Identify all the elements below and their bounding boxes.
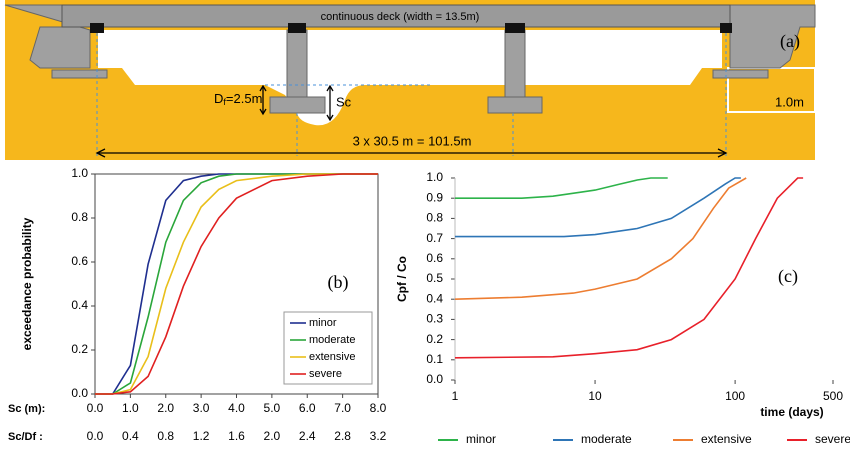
legend-label: severe bbox=[309, 368, 342, 380]
y-tick-label: 0.6 bbox=[71, 254, 88, 268]
x-tick-label: 500 bbox=[823, 389, 843, 403]
legend-label: minor bbox=[309, 317, 337, 329]
y-tick-label: 0.4 bbox=[71, 298, 88, 312]
x2-tick-label: 2.0 bbox=[264, 429, 281, 443]
series-line bbox=[455, 177, 668, 199]
x2-tick-label: 0.8 bbox=[157, 429, 174, 443]
y-tick-label: 0.8 bbox=[426, 211, 443, 225]
legend-label: moderate bbox=[309, 334, 355, 346]
legend-box bbox=[283, 311, 373, 385]
bearing bbox=[720, 23, 732, 33]
y-tick-label: 0.9 bbox=[426, 190, 443, 204]
panel-label: (c) bbox=[778, 266, 798, 287]
pier-footing bbox=[269, 96, 326, 114]
x-axis-label: Sc (m): bbox=[8, 403, 45, 415]
x-tick-label: 8.0 bbox=[370, 401, 387, 415]
x2-tick-label: 2.8 bbox=[334, 429, 351, 443]
right-footing bbox=[712, 69, 769, 79]
x-tick-label: 0.0 bbox=[87, 401, 104, 415]
x-tick-label: 2.0 bbox=[157, 401, 174, 415]
x-tick-label: 4.0 bbox=[228, 401, 245, 415]
y-tick-label: 0.0 bbox=[426, 372, 443, 386]
series-line bbox=[95, 173, 378, 395]
x-tick-label: 7.0 bbox=[334, 401, 351, 415]
y-tick-label: 0.6 bbox=[426, 251, 443, 265]
depth-symbol: D bbox=[214, 91, 223, 106]
depth-label: Df=2.5m bbox=[214, 91, 262, 107]
deck-label: continuous deck (width = 13.5m) bbox=[321, 11, 480, 23]
guides bbox=[96, 33, 727, 156]
pier-footing bbox=[487, 96, 543, 114]
y-tick-label: 1.0 bbox=[426, 170, 443, 184]
y-axis-label: exceedance probability bbox=[20, 217, 34, 350]
legend-label: minor bbox=[466, 432, 496, 446]
series-line bbox=[455, 177, 741, 238]
legend-label: extensive bbox=[701, 432, 752, 446]
span-label: 3 x 30.5 m = 101.5m bbox=[353, 133, 472, 148]
y-tick-label: 1.0 bbox=[71, 166, 88, 180]
height-label: 1.0m bbox=[775, 94, 804, 109]
y-tick-label: 0.8 bbox=[71, 210, 88, 224]
panel-label: (a) bbox=[780, 31, 800, 52]
x2-axis-label: Sc/Df : bbox=[8, 431, 43, 443]
y-tick-label: 0.3 bbox=[426, 312, 443, 326]
x2-tick-label: 2.4 bbox=[299, 429, 316, 443]
deck bbox=[61, 4, 731, 28]
depth-text: =2.5m bbox=[226, 91, 263, 106]
x2-tick-label: 0.4 bbox=[122, 429, 139, 443]
bearing bbox=[288, 23, 306, 33]
dimension-arrows bbox=[95, 84, 728, 158]
legend-label: severe bbox=[815, 432, 850, 446]
x-tick-label: 1.0 bbox=[122, 401, 139, 415]
scour-label: Sc bbox=[336, 94, 352, 109]
x-axis-label: time (days) bbox=[760, 405, 823, 419]
legend-label: extensive bbox=[309, 351, 355, 363]
left-footing bbox=[51, 69, 108, 79]
series-line bbox=[95, 173, 378, 395]
y-tick-label: 0.0 bbox=[71, 386, 88, 400]
x-tick-label: 3.0 bbox=[193, 401, 210, 415]
y-tick-label: 0.1 bbox=[426, 352, 443, 366]
pier bbox=[286, 29, 308, 99]
panel-label: (b) bbox=[328, 272, 349, 293]
y-tick-label: 0.2 bbox=[71, 342, 88, 356]
x-tick-label: 5.0 bbox=[264, 401, 281, 415]
y-tick-label: 0.5 bbox=[426, 271, 443, 285]
y-tick-label: 0.7 bbox=[426, 231, 443, 245]
pier bbox=[504, 29, 526, 99]
y-tick-label: 0.2 bbox=[426, 332, 443, 346]
legend-label: moderate bbox=[581, 432, 632, 446]
x2-tick-label: 1.2 bbox=[193, 429, 210, 443]
x2-tick-label: 3.2 bbox=[370, 429, 387, 443]
x-tick-label: 1 bbox=[452, 389, 459, 403]
x2-tick-label: 1.6 bbox=[228, 429, 245, 443]
bearing bbox=[90, 23, 104, 33]
bridge-diagram: continuous deck (width = 13.5m) (a) 1.0m… bbox=[4, 0, 816, 160]
x-tick-label: 100 bbox=[725, 389, 745, 403]
bearing bbox=[505, 23, 525, 33]
x-tick-label: 10 bbox=[588, 389, 602, 403]
series-line bbox=[454, 177, 747, 300]
y-tick-label: 0.4 bbox=[426, 291, 443, 305]
y-axis-label: Cpf / Co bbox=[395, 256, 409, 302]
series-line bbox=[454, 177, 804, 359]
x2-tick-label: 0.0 bbox=[87, 429, 104, 443]
depth-subscript: f bbox=[223, 97, 226, 107]
right-abutment bbox=[729, 4, 816, 69]
x-tick-label: 6.0 bbox=[299, 401, 316, 415]
channel bbox=[98, 30, 722, 126]
